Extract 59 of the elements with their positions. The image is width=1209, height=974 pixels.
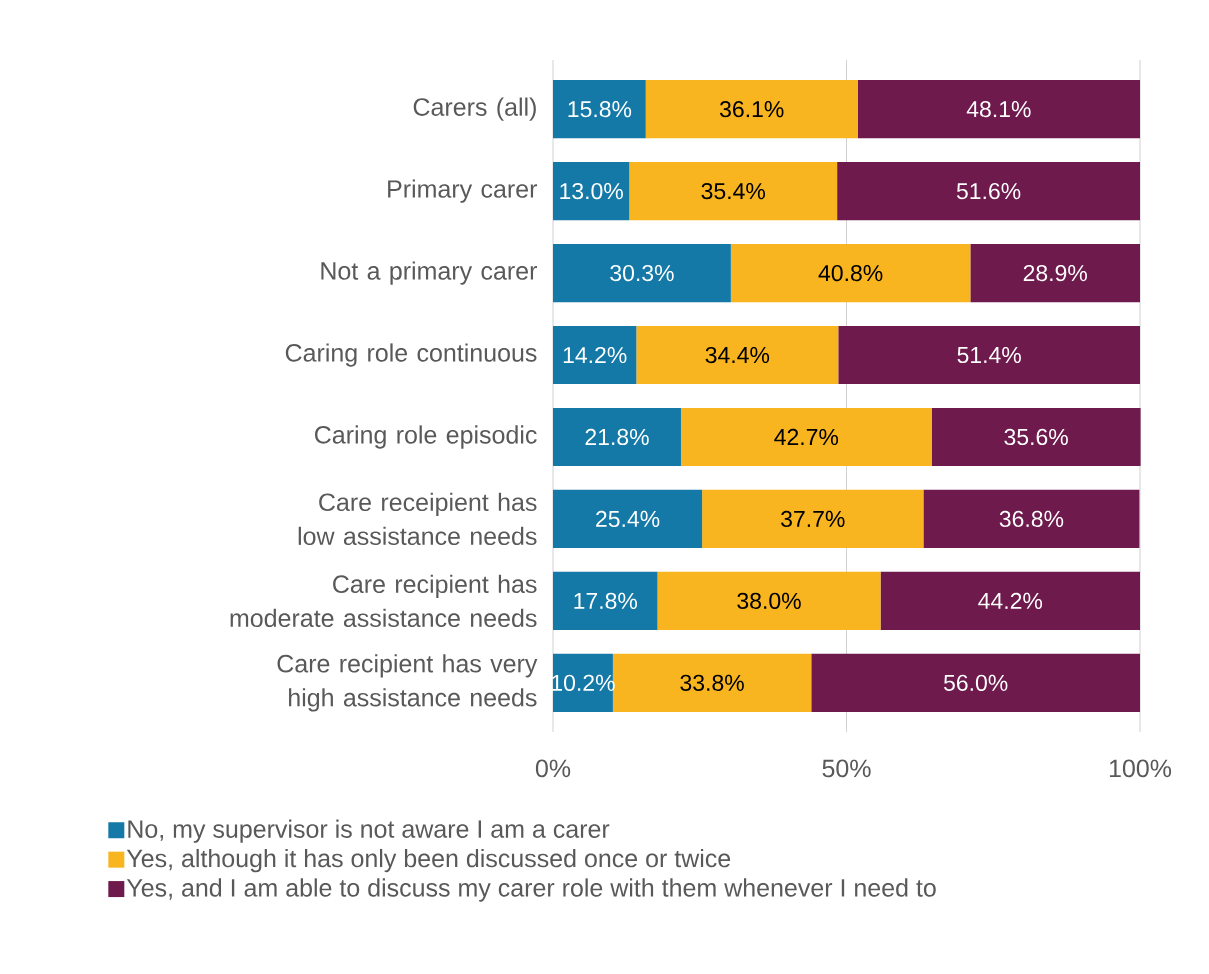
y-tick-label: Care receipient has low assistance needs — [298, 492, 537, 546]
bar — [730, 243, 971, 303]
y-tick-label: Not a primary carer — [321, 261, 537, 285]
bar — [553, 407, 681, 467]
data-label: 35.4% — [701, 182, 766, 200]
bar — [923, 489, 1140, 549]
data-label: 36.1% — [719, 101, 784, 118]
x-tick-label: 0% — [535, 759, 571, 778]
data-label: 51.4% — [957, 346, 1021, 364]
bar — [880, 571, 1141, 630]
bar — [636, 325, 839, 385]
bar — [657, 571, 881, 630]
y-tick-label: Caring role continuous — [285, 343, 537, 367]
y-tick-label: Caring role episodic — [315, 425, 537, 449]
y-tick-label: Care recipient has moderate assistance needs — [230, 574, 537, 628]
data-label: 36.8% — [999, 510, 1064, 528]
legend-label: No, my supervisor is not aware I am a carer — [128, 819, 610, 843]
bar — [931, 407, 1141, 467]
data-label: 40.8% — [818, 264, 883, 282]
data-label: 37.7% — [781, 510, 845, 528]
data-label: 17.8% — [574, 592, 638, 610]
data-label: 42.7% — [774, 428, 839, 446]
data-label: 25.4% — [596, 510, 660, 528]
x-tick-label: 50% — [822, 759, 871, 778]
data-label: 51.6% — [956, 182, 1021, 200]
data-label: 30.3% — [610, 264, 674, 282]
data-label: 28.9% — [1023, 264, 1087, 282]
bar — [970, 243, 1141, 303]
y-tick-label: Carers (all) — [413, 97, 536, 121]
bar — [629, 162, 838, 221]
bar — [553, 80, 646, 139]
y-tick-label: Care recipient has very high assistance needs — [277, 654, 538, 712]
bar — [838, 325, 1141, 385]
data-label: 13.0% — [560, 182, 623, 200]
bar — [553, 243, 731, 303]
y-tick-label: Primary carer — [388, 179, 538, 203]
data-label: 34.4% — [705, 346, 770, 364]
bar — [553, 489, 703, 549]
data-label: 14.2% — [563, 346, 627, 364]
data-label: 21.8% — [585, 428, 649, 446]
bar — [645, 80, 858, 139]
bar — [553, 162, 630, 221]
data-label: 56.0% — [943, 674, 1008, 691]
bar — [680, 407, 932, 467]
bar — [553, 571, 658, 630]
data-label: 44.2% — [978, 592, 1043, 609]
bar — [837, 162, 1141, 221]
data-label: 38.0% — [737, 592, 801, 610]
bar — [702, 489, 924, 549]
bar — [811, 653, 1141, 712]
x-tick-label: 100% — [1109, 759, 1172, 778]
data-label: 48.1% — [966, 101, 1031, 118]
data-label: 33.8% — [680, 674, 744, 691]
bar — [857, 80, 1141, 139]
bar — [553, 325, 637, 385]
data-label: 15.8% — [568, 101, 632, 118]
data-label: 35.6% — [1004, 428, 1068, 446]
legend-label: Yes, although it has only been discussed once or twice — [126, 848, 731, 873]
legend-label: Yes, and I am able to discuss my carer role with them whenever I need to — [126, 878, 936, 902]
